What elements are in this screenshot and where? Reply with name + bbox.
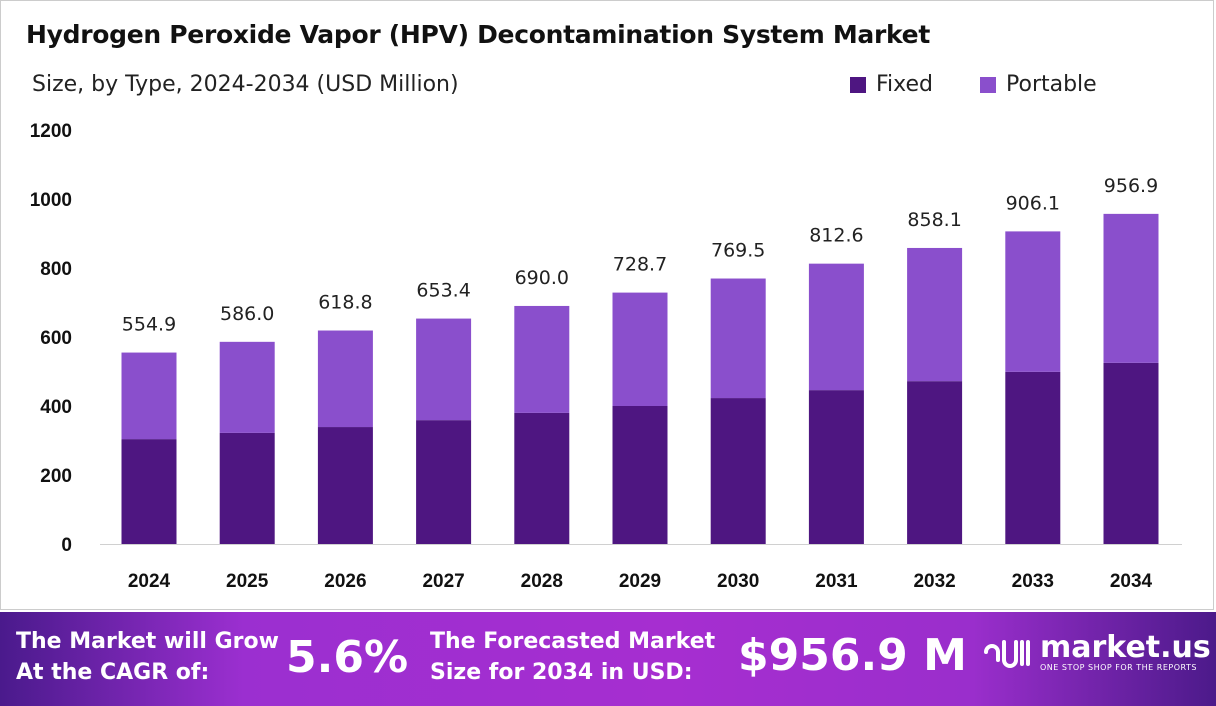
bar-portable-2027	[416, 318, 472, 421]
x-tick-label: 2033	[1012, 571, 1054, 592]
bar-portable-2030	[710, 278, 766, 399]
y-tick-label: 1200	[30, 121, 72, 142]
x-tick-label: 2030	[717, 571, 759, 592]
bar-fixed-2031	[808, 390, 864, 544]
logo-icon	[984, 640, 1030, 668]
total-label-2026: 618.8	[318, 292, 372, 314]
cagr-label-line1: The Market will Grow	[16, 629, 279, 654]
bar-portable-2024	[121, 352, 177, 440]
legend-swatch-portable	[980, 76, 996, 93]
x-tick-label: 2027	[422, 571, 464, 592]
total-label-2032: 858.1	[907, 209, 961, 231]
y-tick-label: 0	[61, 535, 72, 556]
y-tick-label: 1000	[30, 190, 72, 211]
logo-name: market.us	[1040, 629, 1211, 665]
bar-portable-2028	[514, 305, 570, 413]
forecast-value: $956.9 M	[738, 630, 967, 681]
logo-tagline: ONE STOP SHOP FOR THE REPORTS	[1040, 662, 1197, 672]
total-label-2027: 653.4	[416, 280, 470, 302]
bar-fixed-2029	[612, 406, 668, 544]
legend-item-portable: Portable	[980, 72, 1097, 97]
y-tick-label: 800	[40, 259, 72, 280]
x-tick-label: 2032	[913, 571, 955, 592]
legend-swatch-fixed	[850, 76, 866, 93]
chart-subtitle: Size, by Type, 2024-2034 (USD Million)	[32, 72, 459, 97]
total-label-2024: 554.9	[122, 314, 176, 336]
forecast-label-line1: The Forecasted Market	[430, 629, 716, 654]
x-tick-label: 2024	[128, 571, 171, 592]
bar-portable-2034	[1103, 213, 1159, 363]
forecast-label-line2: Size for 2034 in USD:	[430, 660, 693, 685]
x-tick-label: 2031	[815, 571, 858, 592]
bar-portable-2025	[219, 341, 275, 433]
x-tick-label: 2034	[1110, 571, 1153, 592]
legend-item-fixed: Fixed	[850, 72, 933, 97]
legend-label-fixed: Fixed	[876, 72, 934, 97]
cagr-label-line2: At the CAGR of:	[16, 660, 210, 685]
bar-fixed-2034	[1103, 362, 1159, 544]
y-tick-label: 200	[40, 466, 72, 487]
bar-fixed-2032	[907, 381, 963, 544]
y-tick-label: 600	[40, 328, 72, 349]
bar-portable-2026	[317, 330, 373, 428]
bar-portable-2029	[612, 292, 668, 406]
y-tick-label: 400	[40, 397, 72, 418]
total-label-2034: 956.9	[1104, 175, 1158, 197]
x-tick-label: 2026	[324, 571, 366, 592]
bar-fixed-2026	[317, 427, 373, 544]
bar-fixed-2028	[514, 412, 570, 544]
total-label-2030: 769.5	[711, 240, 765, 262]
total-label-2031: 812.6	[809, 225, 863, 247]
bar-fixed-2033	[1005, 371, 1061, 544]
bar-portable-2031	[808, 263, 864, 391]
total-label-2025: 586.0	[220, 303, 274, 325]
bar-chart: 0 200 400 600 800 1000 1200 554.9 2024 586.0 2025 6…	[30, 121, 1182, 592]
bar-fixed-2025	[219, 432, 275, 544]
bar-fixed-2027	[416, 420, 472, 544]
cagr-value: 5.6%	[286, 632, 409, 683]
bar-portable-2033	[1005, 231, 1061, 372]
x-tick-label: 2029	[619, 571, 661, 592]
bar-fixed-2030	[710, 398, 766, 544]
market-us-logo: market.us ONE STOP SHOP FOR THE REPORTS	[982, 632, 1211, 672]
bar-fixed-2024	[121, 439, 177, 544]
total-label-2028: 690.0	[515, 267, 569, 289]
bar-portable-2032	[907, 247, 963, 382]
total-label-2029: 728.7	[613, 254, 667, 276]
x-tick-label: 2025	[226, 571, 269, 592]
legend-label-portable: Portable	[1006, 72, 1097, 97]
x-tick-label: 2028	[521, 571, 563, 592]
summary-banner: The Market will Grow At the CAGR of: 5.6…	[0, 612, 1216, 706]
chart-frame	[0, 0, 1214, 610]
chart-title: Hydrogen Peroxide Vapor (HPV) Decontamin…	[26, 20, 930, 49]
total-label-2033: 906.1	[1006, 192, 1060, 214]
